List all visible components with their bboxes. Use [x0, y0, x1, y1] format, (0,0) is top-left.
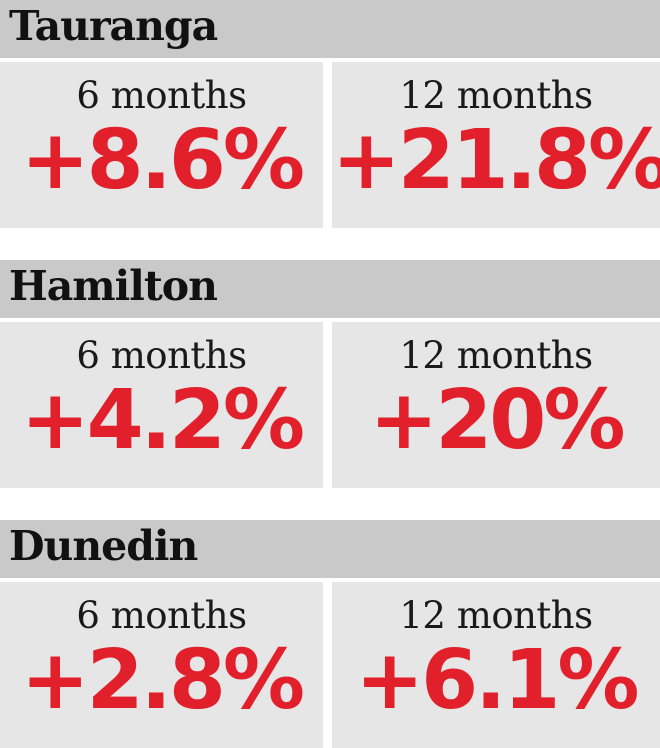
- twelve-month-panel: 12 months +6.1%: [332, 582, 660, 748]
- divider: [323, 322, 332, 488]
- period-label: 6 months: [76, 334, 247, 377]
- city-name: Tauranga: [9, 2, 218, 50]
- period-label: 12 months: [399, 74, 593, 117]
- city-header: Hamilton: [0, 260, 660, 318]
- divider: [323, 582, 332, 748]
- change-value: +6.1%: [355, 633, 639, 728]
- six-month-panel: 6 months +4.2%: [0, 322, 323, 488]
- change-value: +21.8%: [332, 113, 660, 208]
- change-value: +8.6%: [20, 113, 305, 208]
- divider: [323, 62, 332, 228]
- change-value: +2.8%: [20, 633, 305, 728]
- change-value: +20%: [369, 373, 626, 468]
- city-name: Dunedin: [9, 522, 198, 570]
- period-label: 6 months: [76, 594, 247, 637]
- city-name: Hamilton: [9, 262, 218, 310]
- twelve-month-panel: 12 months +20%: [332, 322, 660, 488]
- city-header: Tauranga: [0, 0, 660, 58]
- change-value: +4.2%: [20, 373, 305, 468]
- six-month-panel: 6 months +2.8%: [0, 582, 323, 748]
- period-label: 6 months: [76, 74, 247, 117]
- period-label: 12 months: [399, 594, 593, 637]
- six-month-panel: 6 months +8.6%: [0, 62, 323, 228]
- twelve-month-panel: 12 months +21.8%: [332, 62, 660, 228]
- city-header: Dunedin: [0, 520, 660, 578]
- period-label: 12 months: [399, 334, 593, 377]
